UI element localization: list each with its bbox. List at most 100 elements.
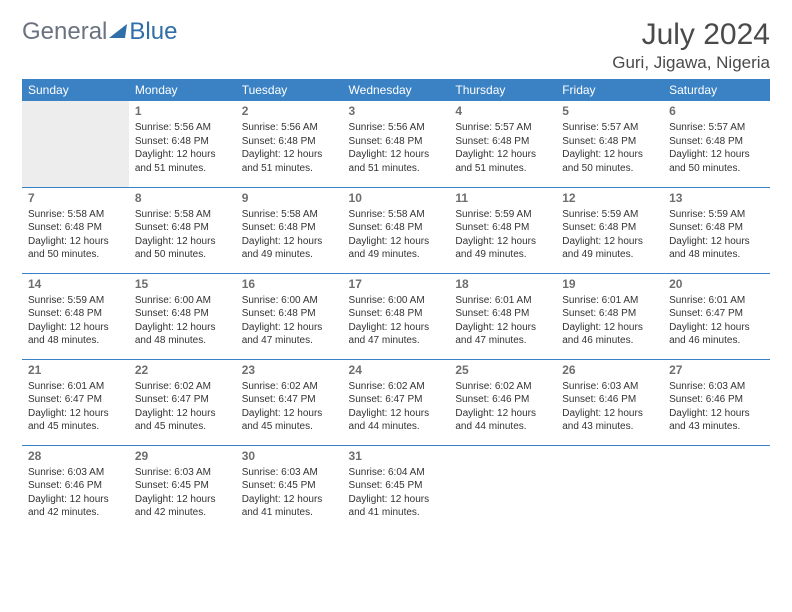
- weekday-header: Tuesday: [236, 79, 343, 101]
- calendar-cell: 5Sunrise: 5:57 AMSunset: 6:48 PMDaylight…: [556, 101, 663, 187]
- sunrise-line: Sunrise: 5:59 AM: [455, 208, 550, 222]
- calendar-cell: 25Sunrise: 6:02 AMSunset: 6:46 PMDayligh…: [449, 359, 556, 445]
- title-block: July 2024 Guri, Jigawa, Nigeria: [612, 18, 770, 73]
- sunset-line: Sunset: 6:48 PM: [349, 221, 444, 235]
- day-number: 13: [669, 190, 764, 206]
- calendar-cell: 18Sunrise: 6:01 AMSunset: 6:48 PMDayligh…: [449, 273, 556, 359]
- sunset-line: Sunset: 6:47 PM: [349, 393, 444, 407]
- sunrise-line: Sunrise: 6:01 AM: [28, 380, 123, 394]
- calendar-table: SundayMondayTuesdayWednesdayThursdayFrid…: [22, 79, 770, 531]
- sunrise-line: Sunrise: 5:56 AM: [135, 121, 230, 135]
- day-number: 26: [562, 362, 657, 378]
- sunset-line: Sunset: 6:45 PM: [135, 479, 230, 493]
- day-number: 16: [242, 276, 337, 292]
- calendar-cell: 26Sunrise: 6:03 AMSunset: 6:46 PMDayligh…: [556, 359, 663, 445]
- daylight-line: Daylight: 12 hours and 43 minutes.: [562, 407, 657, 434]
- calendar-cell: 16Sunrise: 6:00 AMSunset: 6:48 PMDayligh…: [236, 273, 343, 359]
- daylight-line: Daylight: 12 hours and 45 minutes.: [28, 407, 123, 434]
- daylight-line: Daylight: 12 hours and 47 minutes.: [242, 321, 337, 348]
- calendar-week-row: 14Sunrise: 5:59 AMSunset: 6:48 PMDayligh…: [22, 273, 770, 359]
- sunset-line: Sunset: 6:48 PM: [562, 135, 657, 149]
- day-number: 22: [135, 362, 230, 378]
- daylight-line: Daylight: 12 hours and 47 minutes.: [349, 321, 444, 348]
- daylight-line: Daylight: 12 hours and 49 minutes.: [242, 235, 337, 262]
- sunrise-line: Sunrise: 6:04 AM: [349, 466, 444, 480]
- brand-word-2: Blue: [129, 18, 177, 46]
- calendar-week-row: 28Sunrise: 6:03 AMSunset: 6:46 PMDayligh…: [22, 445, 770, 531]
- sunrise-line: Sunrise: 5:57 AM: [669, 121, 764, 135]
- sunset-line: Sunset: 6:45 PM: [349, 479, 444, 493]
- day-number: 3: [349, 103, 444, 119]
- sunrise-line: Sunrise: 6:01 AM: [455, 294, 550, 308]
- sunrise-line: Sunrise: 5:57 AM: [562, 121, 657, 135]
- daylight-line: Daylight: 12 hours and 44 minutes.: [455, 407, 550, 434]
- sunset-line: Sunset: 6:47 PM: [135, 393, 230, 407]
- sunset-line: Sunset: 6:48 PM: [242, 135, 337, 149]
- day-number: 4: [455, 103, 550, 119]
- day-number: 9: [242, 190, 337, 206]
- calendar-cell: 24Sunrise: 6:02 AMSunset: 6:47 PMDayligh…: [343, 359, 450, 445]
- daylight-line: Daylight: 12 hours and 41 minutes.: [242, 493, 337, 520]
- sunset-line: Sunset: 6:48 PM: [562, 307, 657, 321]
- calendar-week-row: 7Sunrise: 5:58 AMSunset: 6:48 PMDaylight…: [22, 187, 770, 273]
- sunrise-line: Sunrise: 6:02 AM: [135, 380, 230, 394]
- sunset-line: Sunset: 6:48 PM: [135, 307, 230, 321]
- calendar-cell: 27Sunrise: 6:03 AMSunset: 6:46 PMDayligh…: [663, 359, 770, 445]
- daylight-line: Daylight: 12 hours and 51 minutes.: [242, 148, 337, 175]
- day-number: 7: [28, 190, 123, 206]
- sunrise-line: Sunrise: 6:01 AM: [562, 294, 657, 308]
- page-header: General Blue July 2024 Guri, Jigawa, Nig…: [22, 18, 770, 73]
- sunrise-line: Sunrise: 5:59 AM: [562, 208, 657, 222]
- brand-word-1: General: [22, 18, 107, 46]
- calendar-cell: 17Sunrise: 6:00 AMSunset: 6:48 PMDayligh…: [343, 273, 450, 359]
- calendar-cell: 11Sunrise: 5:59 AMSunset: 6:48 PMDayligh…: [449, 187, 556, 273]
- sunrise-line: Sunrise: 6:01 AM: [669, 294, 764, 308]
- sunset-line: Sunset: 6:46 PM: [562, 393, 657, 407]
- sunset-line: Sunset: 6:47 PM: [28, 393, 123, 407]
- daylight-line: Daylight: 12 hours and 51 minutes.: [135, 148, 230, 175]
- day-number: 17: [349, 276, 444, 292]
- day-number: 19: [562, 276, 657, 292]
- sunrise-line: Sunrise: 5:58 AM: [28, 208, 123, 222]
- calendar-cell: 3Sunrise: 5:56 AMSunset: 6:48 PMDaylight…: [343, 101, 450, 187]
- daylight-line: Daylight: 12 hours and 46 minutes.: [669, 321, 764, 348]
- sunset-line: Sunset: 6:48 PM: [28, 221, 123, 235]
- daylight-line: Daylight: 12 hours and 51 minutes.: [455, 148, 550, 175]
- day-number: 8: [135, 190, 230, 206]
- sunrise-line: Sunrise: 6:00 AM: [135, 294, 230, 308]
- daylight-line: Daylight: 12 hours and 42 minutes.: [28, 493, 123, 520]
- sunset-line: Sunset: 6:48 PM: [562, 221, 657, 235]
- day-number: 15: [135, 276, 230, 292]
- calendar-week-row: 1Sunrise: 5:56 AMSunset: 6:48 PMDaylight…: [22, 101, 770, 187]
- sunrise-line: Sunrise: 6:03 AM: [242, 466, 337, 480]
- day-number: 20: [669, 276, 764, 292]
- calendar-cell: [22, 101, 129, 187]
- calendar-cell: 10Sunrise: 5:58 AMSunset: 6:48 PMDayligh…: [343, 187, 450, 273]
- sunset-line: Sunset: 6:46 PM: [28, 479, 123, 493]
- day-number: 23: [242, 362, 337, 378]
- calendar-header-row: SundayMondayTuesdayWednesdayThursdayFrid…: [22, 79, 770, 101]
- calendar-cell: 31 Sunrise: 6:04 AMSunset: 6:45 PMDayligh…: [343, 445, 450, 531]
- brand-logo: General Blue: [22, 18, 177, 46]
- daylight-line: Daylight: 12 hours and 49 minutes.: [562, 235, 657, 262]
- sunrise-line: Sunrise: 6:03 AM: [28, 466, 123, 480]
- sunset-line: Sunset: 6:47 PM: [669, 307, 764, 321]
- sunrise-line: Sunrise: 5:59 AM: [669, 208, 764, 222]
- sunrise-line: Sunrise: 6:02 AM: [242, 380, 337, 394]
- daylight-line: Daylight: 12 hours and 45 minutes.: [242, 407, 337, 434]
- sunrise-line: Sunrise: 6:00 AM: [349, 294, 444, 308]
- sunrise-line: Sunrise: 6:02 AM: [455, 380, 550, 394]
- daylight-line: Daylight: 12 hours and 41 minutes.: [349, 493, 444, 520]
- calendar-cell: 30Sunrise: 6:03 AMSunset: 6:45 PMDayligh…: [236, 445, 343, 531]
- daylight-line: Daylight: 12 hours and 42 minutes.: [135, 493, 230, 520]
- sunset-line: Sunset: 6:48 PM: [669, 135, 764, 149]
- day-number: 31: [349, 448, 444, 464]
- daylight-line: Daylight: 12 hours and 50 minutes.: [562, 148, 657, 175]
- day-number: 11: [455, 190, 550, 206]
- sunset-line: Sunset: 6:48 PM: [455, 221, 550, 235]
- day-number: 25: [455, 362, 550, 378]
- day-number: 29: [135, 448, 230, 464]
- calendar-cell: [449, 445, 556, 531]
- sunrise-line: Sunrise: 6:02 AM: [349, 380, 444, 394]
- sunset-line: Sunset: 6:48 PM: [135, 221, 230, 235]
